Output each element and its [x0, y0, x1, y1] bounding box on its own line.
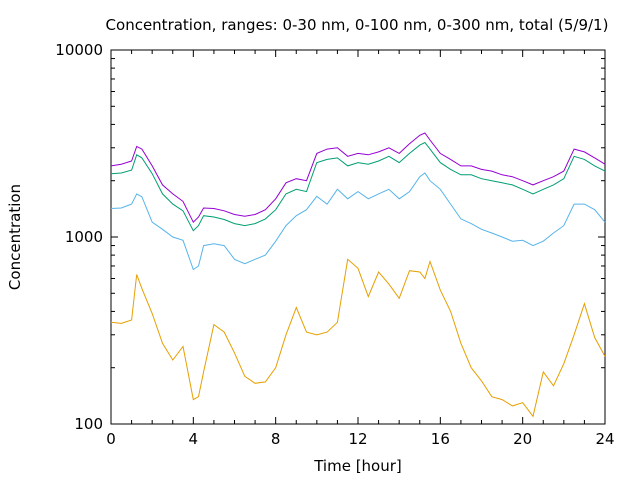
- y-axis-label: Concentration: [6, 184, 24, 290]
- axis-ticks: [110, 49, 606, 425]
- x-tick-label: 20: [513, 430, 532, 448]
- x-tick-label: 24: [595, 430, 614, 448]
- series-line-2: [110, 172, 606, 271]
- series-line-4: [110, 132, 606, 224]
- chart-title: Concentration, ranges: 0-30 nm, 0-100 nm…: [106, 16, 609, 34]
- y-tick-label: 100: [74, 415, 103, 433]
- series-layer: [110, 132, 606, 418]
- y-tick-label: 1000: [65, 228, 103, 246]
- x-tick-label: 12: [348, 430, 367, 448]
- x-tick-label: 0: [106, 430, 116, 448]
- y-tick-label: 10000: [55, 41, 103, 59]
- x-axis-label: Time [hour]: [313, 457, 402, 475]
- x-tick-label: 4: [189, 430, 199, 448]
- axis-tick-labels: 0 4 8 12 16 20 24 100 1000 10000: [55, 41, 614, 448]
- plot-frame: [110, 49, 606, 425]
- x-tick-label: 16: [431, 430, 450, 448]
- x-tick-label: 8: [271, 430, 281, 448]
- series-line-3: [110, 141, 606, 232]
- series-line-1: [110, 258, 606, 418]
